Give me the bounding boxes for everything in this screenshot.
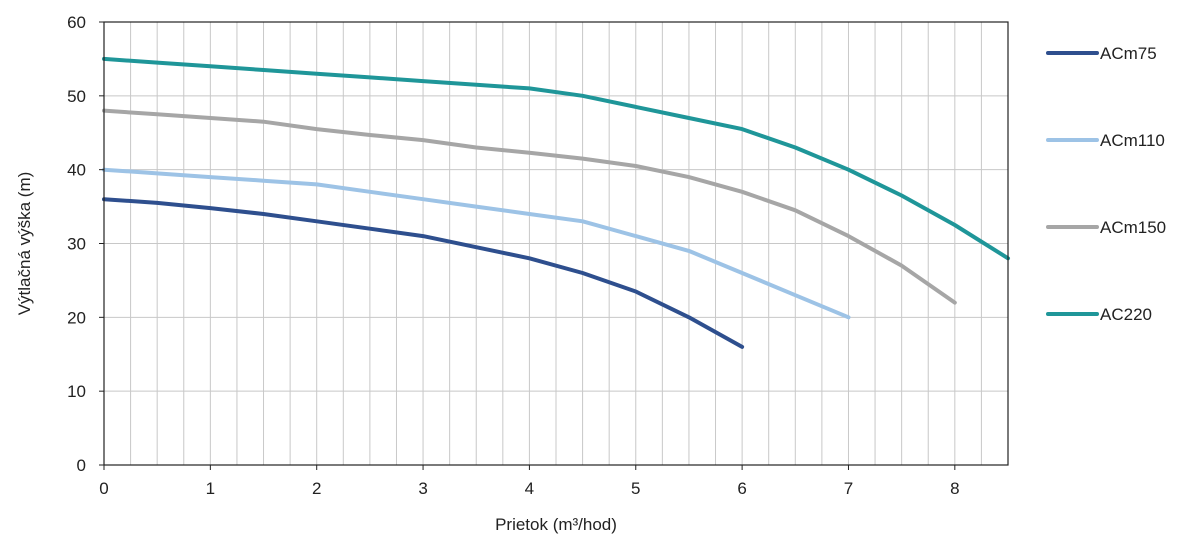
y-tick-label: 50 xyxy=(67,87,86,106)
y-tick-label: 20 xyxy=(67,308,86,327)
y-tick-label: 60 xyxy=(67,13,86,32)
x-tick-label: 8 xyxy=(950,479,959,498)
legend-label: ACm150 xyxy=(1100,218,1166,237)
legend-label: ACm75 xyxy=(1100,44,1157,63)
y-tick-label: 40 xyxy=(67,161,86,180)
y-tick-label: 0 xyxy=(77,456,86,475)
x-tick-label: 1 xyxy=(206,479,215,498)
legend-label: AC220 xyxy=(1100,305,1152,324)
x-axis-title: Prietok (m³/hod) xyxy=(495,515,617,534)
y-axis-ticks: 0 10 20 30 40 50 60 xyxy=(67,13,104,475)
x-tick-label: 6 xyxy=(737,479,746,498)
x-tick-label: 7 xyxy=(844,479,853,498)
y-axis-title: Výtlačná výška (m) xyxy=(15,172,34,316)
legend-item-acm150: ACm150 xyxy=(1046,218,1166,237)
legend-item-acm75: ACm75 xyxy=(1046,44,1157,63)
series-line-acm110 xyxy=(102,167,851,320)
x-axis-ticks: 0 1 2 3 4 5 6 7 8 xyxy=(99,465,960,498)
y-tick-label: 10 xyxy=(67,382,86,401)
series-lines xyxy=(102,56,1010,349)
x-tick-label: 4 xyxy=(525,479,534,498)
series-line-acm150 xyxy=(102,108,957,305)
legend: ACm75 ACm110 ACm150 AC220 xyxy=(1046,44,1166,324)
x-tick-label: 3 xyxy=(418,479,427,498)
grid xyxy=(104,22,1008,465)
x-tick-label: 5 xyxy=(631,479,640,498)
y-tick-label: 30 xyxy=(67,235,86,254)
legend-item-ac220: AC220 xyxy=(1046,305,1152,324)
x-tick-label: 0 xyxy=(99,479,108,498)
x-tick-label: 2 xyxy=(312,479,321,498)
series-line-ac220 xyxy=(102,56,1010,261)
legend-item-acm110: ACm110 xyxy=(1046,131,1165,150)
legend-label: ACm110 xyxy=(1100,131,1165,150)
series-line-acm75 xyxy=(102,197,745,349)
